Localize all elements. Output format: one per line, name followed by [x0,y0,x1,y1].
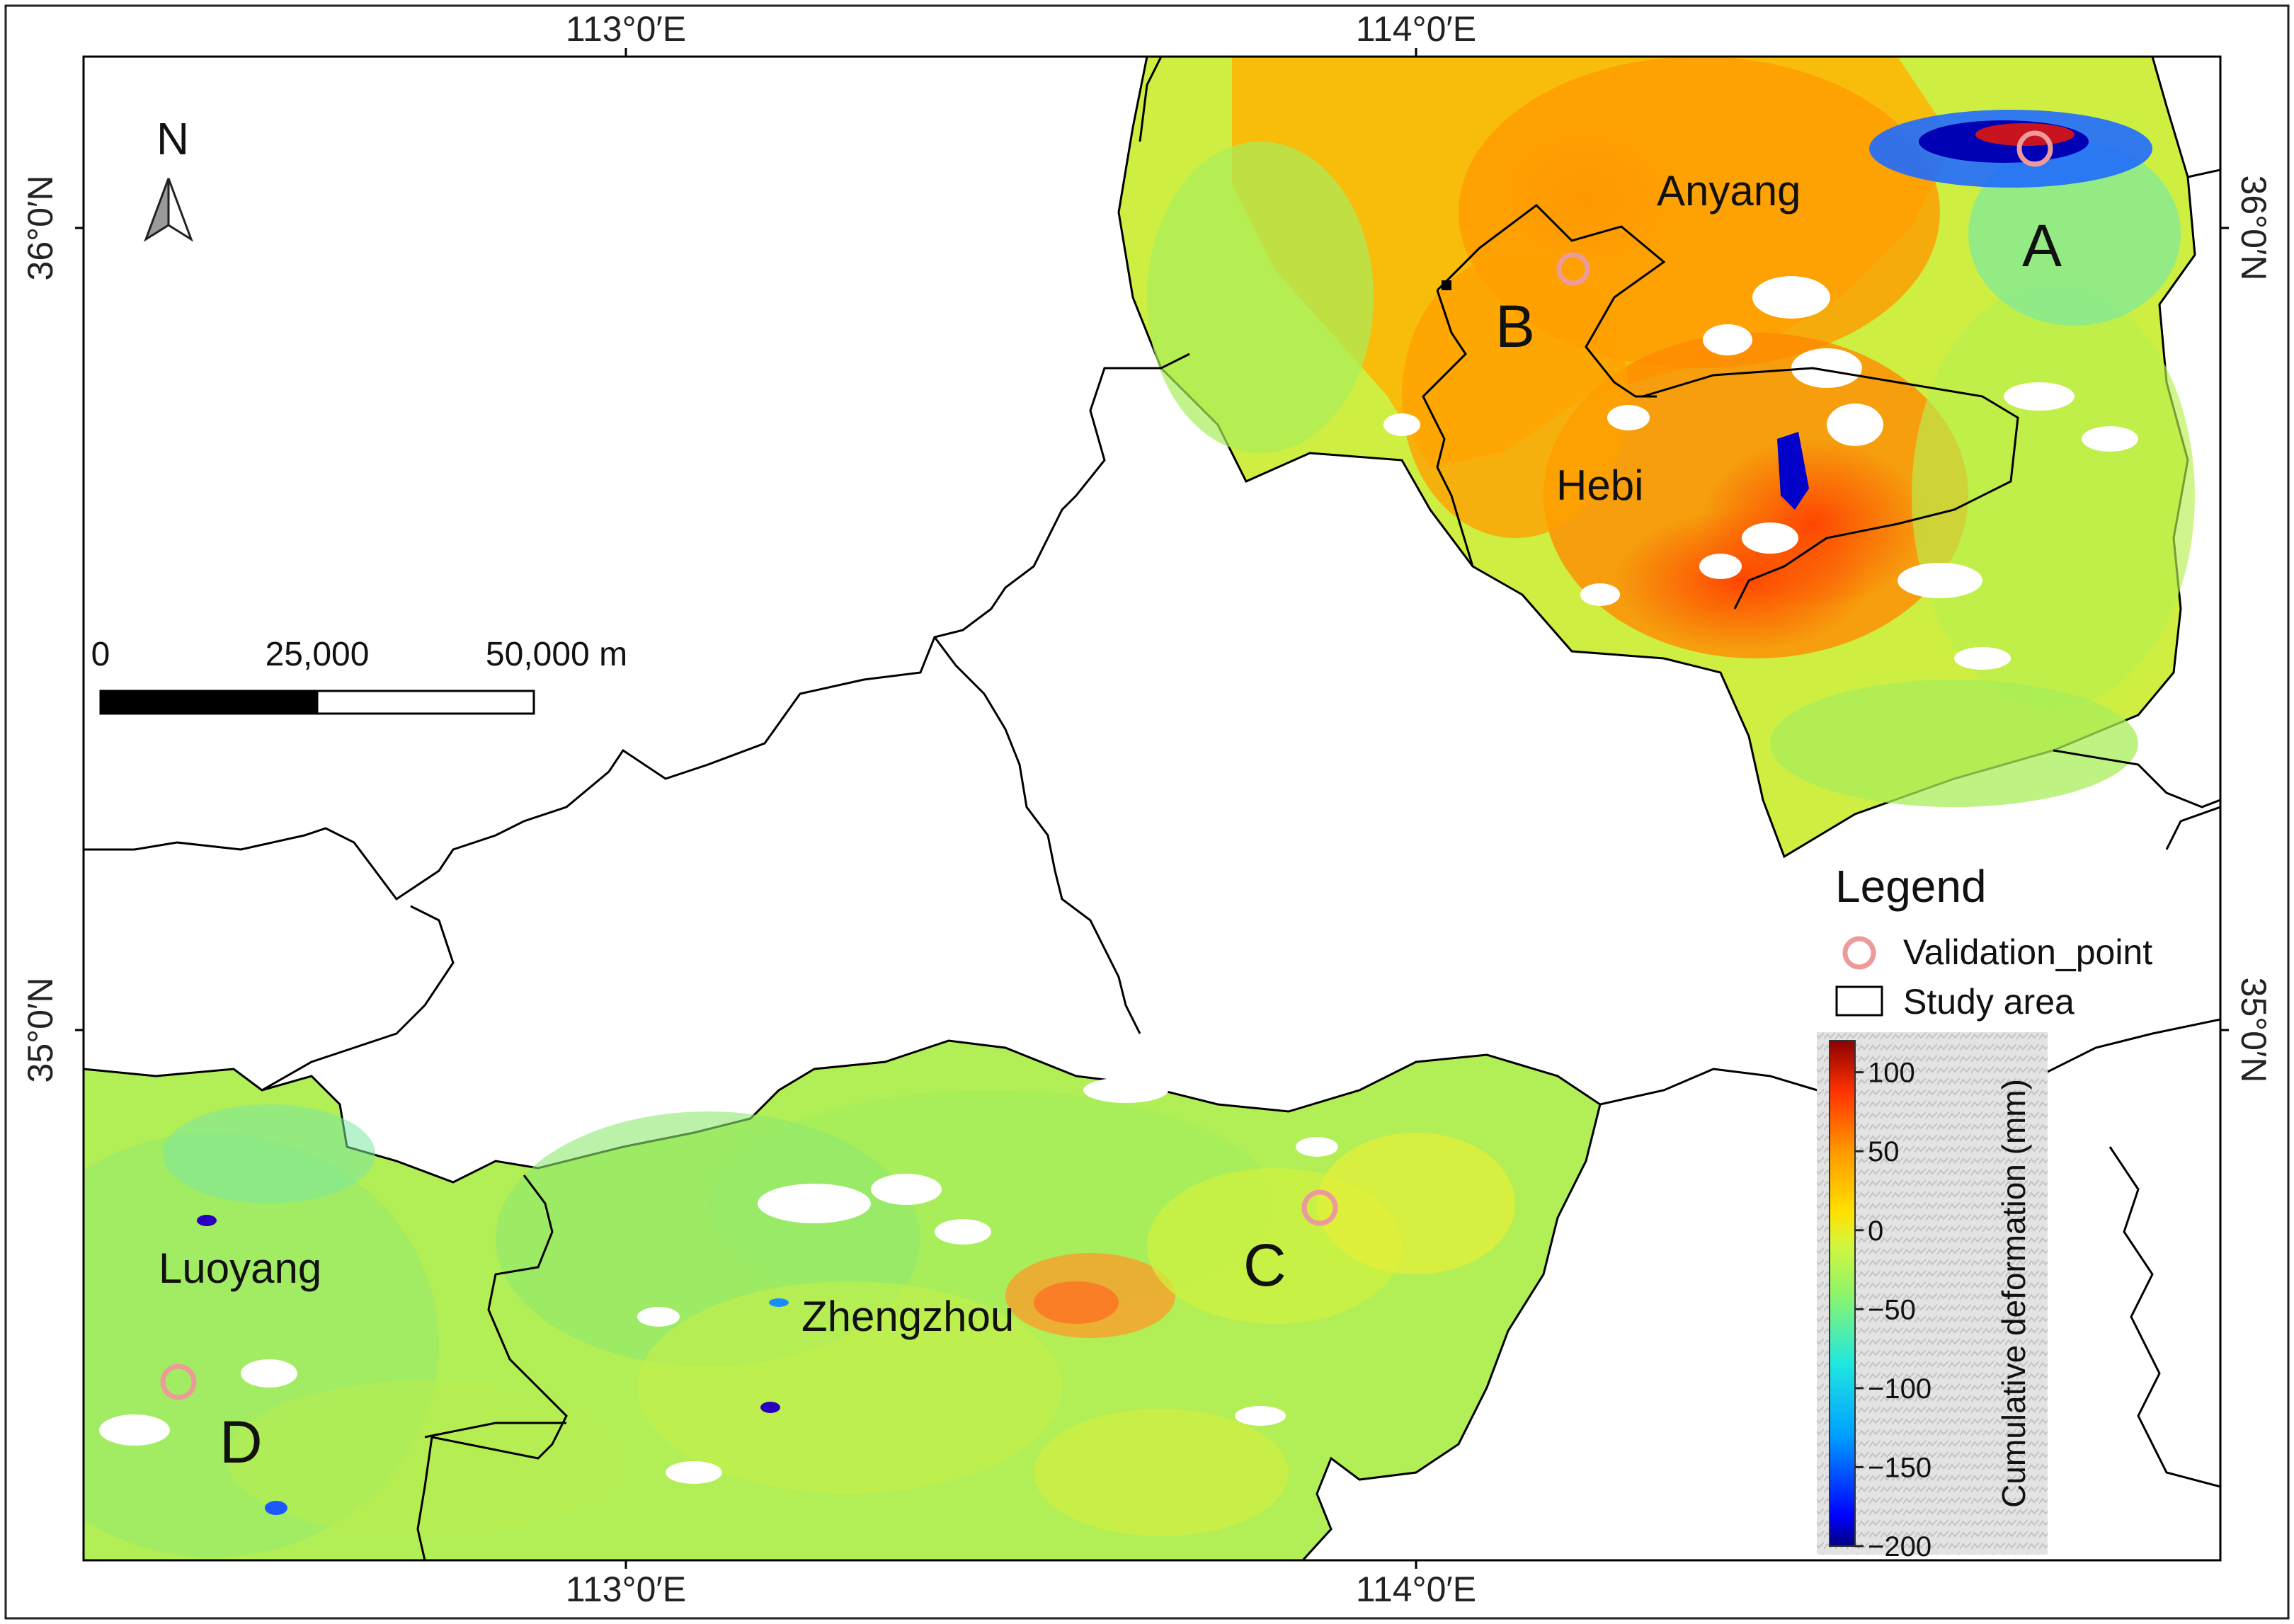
scale-bar: 0 25,000 50,000 m [91,636,627,715]
scale-bar-white-segment [316,690,535,715]
legend-validation-symbol [1842,936,1876,970]
city-label-luoyang: Luoyang [159,1245,321,1292]
outer-border [4,4,2290,1620]
coordinate-labels: 113°0′E 114°0′E 113°0′E 114°0′E 36°0′N 3… [21,9,2273,1609]
validation-points [160,130,2053,1400]
site-label-a: A [2022,212,2062,279]
validation-point-b [1556,252,1590,286]
colorbar-tick-label: 0 [1868,1216,1883,1247]
scale-bar-black-segment [99,690,319,715]
colorbar-tick-label: −50 [1868,1294,1916,1325]
legend-validation-label: Validation_point [1903,932,2152,972]
map-neatline [82,55,2222,1562]
lon-label-bottom-114: 114°0′E [1356,1569,1476,1609]
validation-point-a [2016,130,2053,167]
lat-label-right-35: 35°0′N [2234,978,2273,1083]
colorbar-tick-label: 50 [1868,1136,1900,1167]
scale-tick-50000: 50,000 m [486,636,627,673]
city-labels: Anyang Hebi Luoyang Zhengzhou [159,167,1801,1340]
admin-boundaries [84,57,2220,1488]
map-body [84,57,2220,1560]
colorbar-ramp [1829,1040,1856,1547]
legend-study-area-symbol [1835,985,1883,1017]
site-label-c: C [1243,1232,1286,1298]
validation-point-d [160,1363,197,1400]
site-labels: A B C D [219,212,2062,1475]
city-label-anyang: Anyang [1657,167,1801,215]
colorbar-ticks: 100 50 0 −50 −100 −150 −200 [1855,1058,1931,1562]
lat-label-right-36: 36°0′N [2234,176,2273,281]
lon-label-top-113: 113°0′E [566,9,686,49]
study-area-north [1117,57,2196,859]
validation-point-c [1301,1189,1338,1226]
legend-title: Legend [1835,861,1987,912]
city-label-zhengzhou: Zhengzhou [801,1293,1014,1340]
colorbar-tick-label: −100 [1868,1373,1931,1405]
study-area-south [84,1039,1602,1560]
lon-label-top-114: 114°0′E [1356,9,1476,49]
colorbar: 100 50 0 −50 −100 −150 −200 Cumulative deforma… [1817,1032,2048,1562]
legend-study-area-label: Study area [1903,982,2075,1022]
colorbar-tick-label: 100 [1868,1058,1915,1089]
north-arrow-icon [144,178,170,242]
site-label-b: B [1495,293,1535,360]
lat-label-left-36: 36°0′N [21,176,60,281]
lon-label-bottom-113: 113°0′E [566,1569,686,1609]
city-label-hebi: Hebi [1556,462,1643,509]
north-arrow: N [144,113,193,242]
north-arrow-label: N [156,113,189,164]
scale-tick-25000: 25,000 [266,636,370,673]
colorbar-tick-label: −150 [1868,1452,1931,1483]
site-label-d: D [219,1409,263,1475]
point-marker [1442,280,1451,290]
graticule-ticks [75,48,2229,1569]
lat-label-left-35: 35°0′N [21,978,60,1083]
legend: Legend Validation_point Study area [1835,861,2152,1022]
colorbar-tick-label: −200 [1868,1531,1931,1562]
scale-tick-0: 0 [91,636,110,673]
colorbar-title: Cumulative deformation (mm) [1995,1079,2032,1508]
